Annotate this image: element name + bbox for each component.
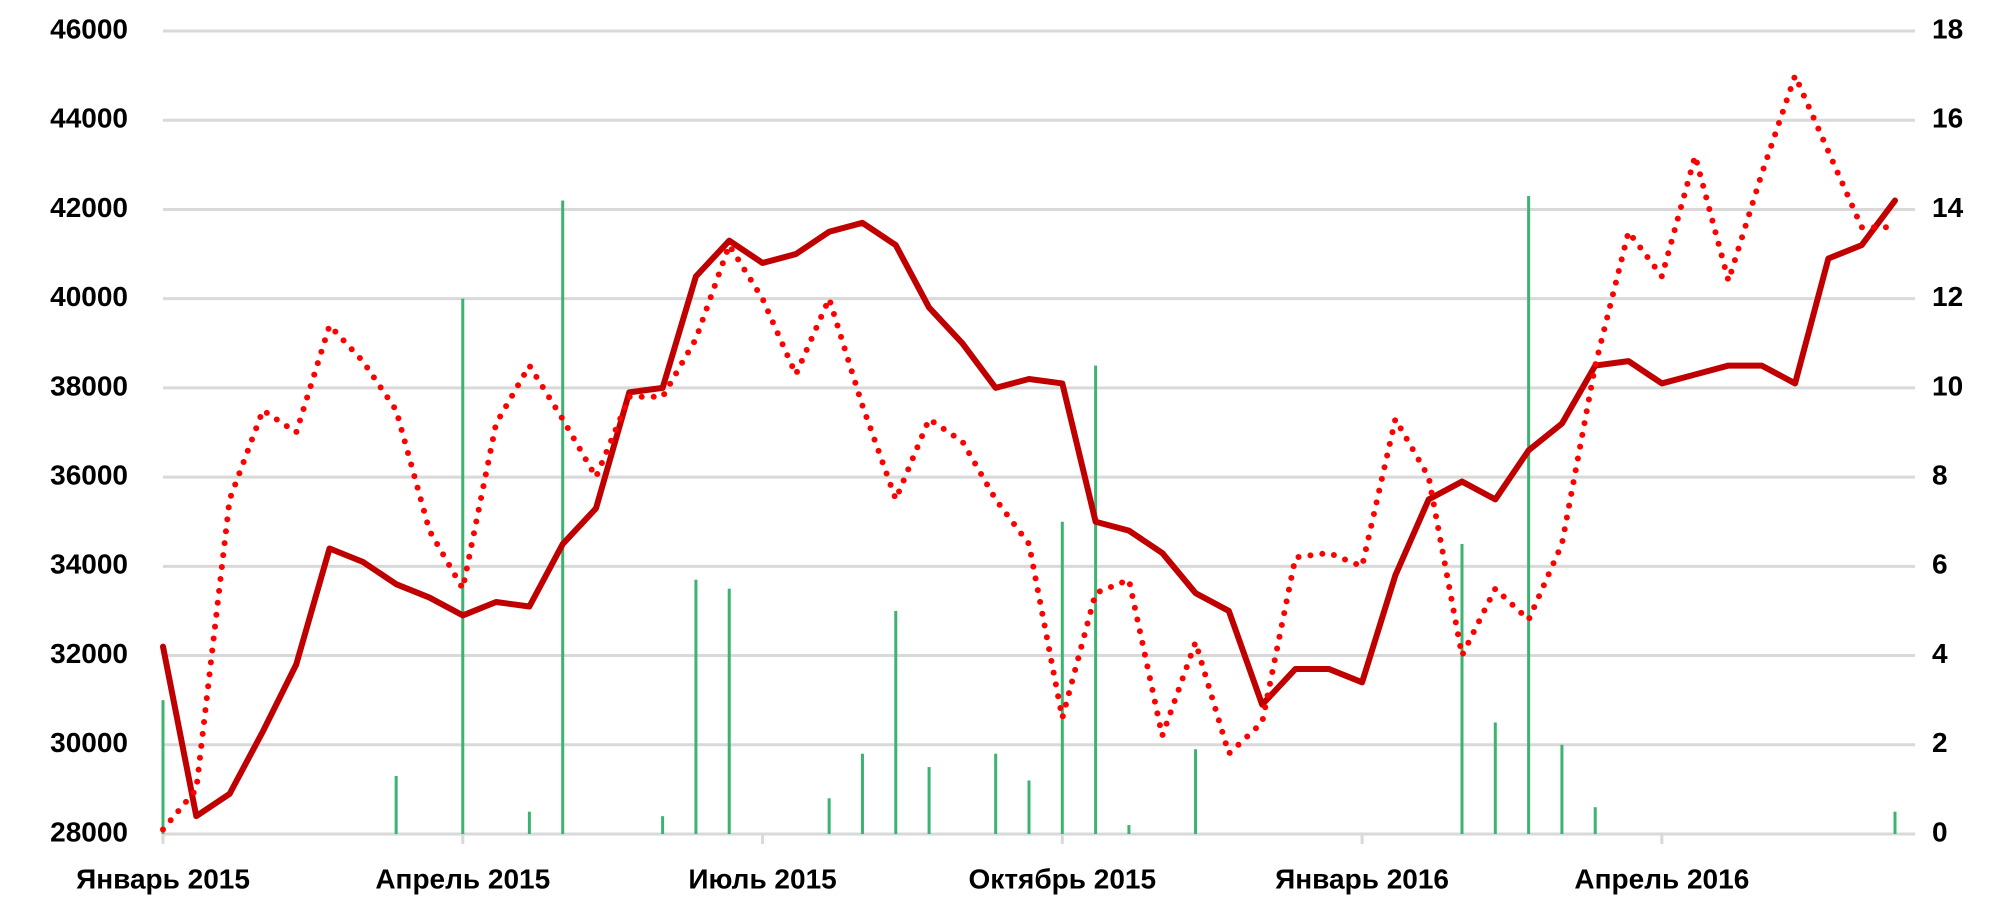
bar <box>1460 544 1464 834</box>
y2-tick-label: 6 <box>1932 549 1948 580</box>
bar <box>860 753 864 834</box>
y-tick-label: 40000 <box>50 281 128 312</box>
y2-tick-label: 16 <box>1932 103 1963 134</box>
y-tick-label: 42000 <box>50 192 128 223</box>
bar <box>1194 749 1198 834</box>
bar <box>1560 744 1564 834</box>
y-tick-label: 44000 <box>50 103 128 134</box>
y2-tick-label: 2 <box>1932 727 1948 758</box>
y-tick-label: 36000 <box>50 460 128 491</box>
bar <box>661 816 665 834</box>
bar <box>527 811 531 834</box>
x-tick-label: Июль 2015 <box>688 863 836 894</box>
y-tick-label: 46000 <box>50 13 128 44</box>
bar <box>994 753 998 834</box>
y-tick-label: 30000 <box>50 727 128 758</box>
line <box>160 72 1898 833</box>
bar <box>394 776 398 834</box>
y-tick-label: 28000 <box>50 816 128 847</box>
bar <box>1493 722 1497 834</box>
x-tick-label: Январь 2016 <box>1275 863 1449 894</box>
x-tick-label: Октябрь 2015 <box>969 863 1157 894</box>
bar <box>1060 521 1064 834</box>
y-tick-label: 34000 <box>50 549 128 580</box>
bar <box>694 579 698 834</box>
bar <box>1893 811 1897 834</box>
bar <box>1527 196 1531 835</box>
bar <box>927 767 931 834</box>
y2-tick-label: 0 <box>1932 816 1948 847</box>
y-tick-label: 32000 <box>50 638 128 669</box>
bar <box>1027 780 1031 834</box>
y2-tick-label: 18 <box>1932 13 1963 44</box>
bar <box>561 200 565 834</box>
x-tick-label: Апрель 2015 <box>375 863 550 894</box>
line <box>160 197 1898 820</box>
y2-tick-label: 12 <box>1932 281 1963 312</box>
y2-tick-label: 8 <box>1932 460 1948 491</box>
x-tick-label: Апрель 2016 <box>1574 863 1749 894</box>
y2-tick-label: 14 <box>1932 192 1964 223</box>
bar <box>827 798 831 834</box>
x-tick-label: Январь 2015 <box>76 863 250 894</box>
y-tick-label: 38000 <box>50 370 128 401</box>
bar <box>1593 807 1597 834</box>
bar <box>894 610 898 834</box>
bar <box>727 588 731 834</box>
bar <box>1127 825 1131 834</box>
bar <box>461 298 465 835</box>
bar <box>161 700 165 834</box>
y2-tick-label: 10 <box>1932 370 1963 401</box>
y2-tick-label: 4 <box>1932 638 1948 669</box>
